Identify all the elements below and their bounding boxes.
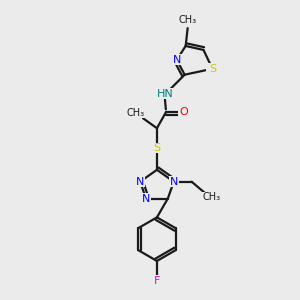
Text: CH₃: CH₃ <box>178 15 197 25</box>
Bar <box>152 275 162 286</box>
Bar <box>141 193 151 204</box>
Text: N: N <box>172 55 181 65</box>
Bar <box>176 15 200 25</box>
Text: CH₃: CH₃ <box>202 192 220 202</box>
Text: CH₃: CH₃ <box>126 108 144 118</box>
Text: N: N <box>136 177 144 187</box>
Text: N: N <box>142 194 150 203</box>
Bar <box>178 107 189 118</box>
Bar <box>151 142 163 154</box>
Bar <box>124 108 146 118</box>
Text: S: S <box>153 143 161 153</box>
Text: N: N <box>169 177 178 187</box>
Text: F: F <box>154 276 160 286</box>
Bar <box>172 54 182 65</box>
Bar <box>135 176 145 187</box>
Bar <box>200 192 222 202</box>
Bar <box>206 63 218 74</box>
Text: S: S <box>209 64 216 74</box>
Text: HN: HN <box>157 88 173 98</box>
Text: O: O <box>179 107 188 117</box>
Bar <box>156 88 174 100</box>
Bar <box>169 176 179 187</box>
